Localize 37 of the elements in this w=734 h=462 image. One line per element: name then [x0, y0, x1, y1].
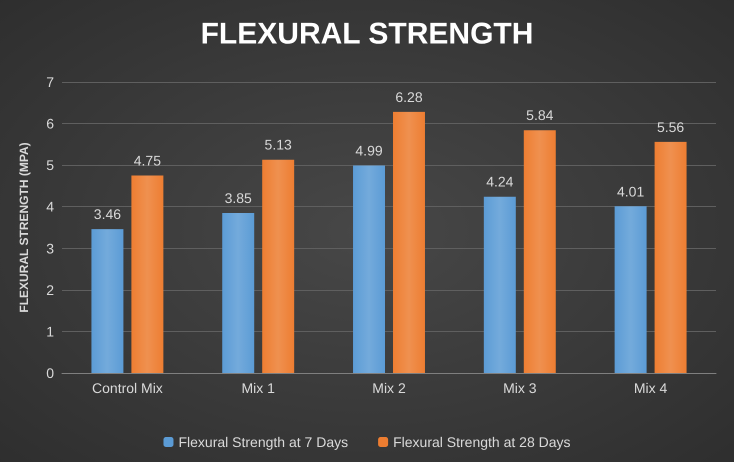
y-tick-label: 4	[46, 198, 54, 215]
y-tick-label: 6	[46, 116, 54, 132]
bar	[392, 112, 425, 373]
chart-title: FLEXURAL STRENGTH	[200, 18, 534, 50]
x-tick-label: Mix 4	[634, 380, 668, 396]
bar	[262, 160, 294, 373]
data-label: 4.24	[486, 174, 514, 190]
data-label: 5.84	[526, 107, 554, 124]
data-label: 4.75	[134, 152, 162, 169]
y-tick-label: 5	[46, 157, 54, 174]
data-label: 5.13	[264, 136, 292, 153]
data-label: 3.85	[224, 190, 252, 206]
y-tick-label: 2	[46, 282, 54, 298]
x-tick-label: Mix 3	[503, 380, 537, 396]
data-label: 3.46	[94, 206, 122, 222]
bar	[654, 142, 687, 373]
x-tick-label: Control Mix	[92, 380, 163, 396]
y-tick-label: 3	[46, 240, 54, 256]
bar	[131, 176, 164, 373]
bar	[353, 166, 386, 373]
y-tick-label: 0	[46, 365, 54, 381]
y-tick-label: 1	[46, 323, 54, 340]
y-axis-title: FLEXURAL STRENGTH (MPA)	[17, 142, 31, 313]
bar	[614, 206, 647, 373]
bar	[91, 229, 124, 373]
legend-label: Flexural Strength at 7 Days	[178, 434, 348, 450]
data-label: 5.56	[656, 118, 684, 135]
data-label: 4.99	[355, 142, 383, 159]
bar	[524, 130, 556, 373]
bar	[222, 212, 254, 373]
bar	[484, 196, 516, 373]
x-tick-label: Mix 1	[241, 380, 276, 396]
y-tick-label: 7	[46, 74, 54, 90]
data-label: 6.28	[395, 88, 423, 105]
x-tick-label: Mix 2	[372, 380, 406, 396]
data-label: 4.01	[616, 183, 644, 200]
legend-label: Flexural Strength at 28 Days	[393, 434, 571, 450]
